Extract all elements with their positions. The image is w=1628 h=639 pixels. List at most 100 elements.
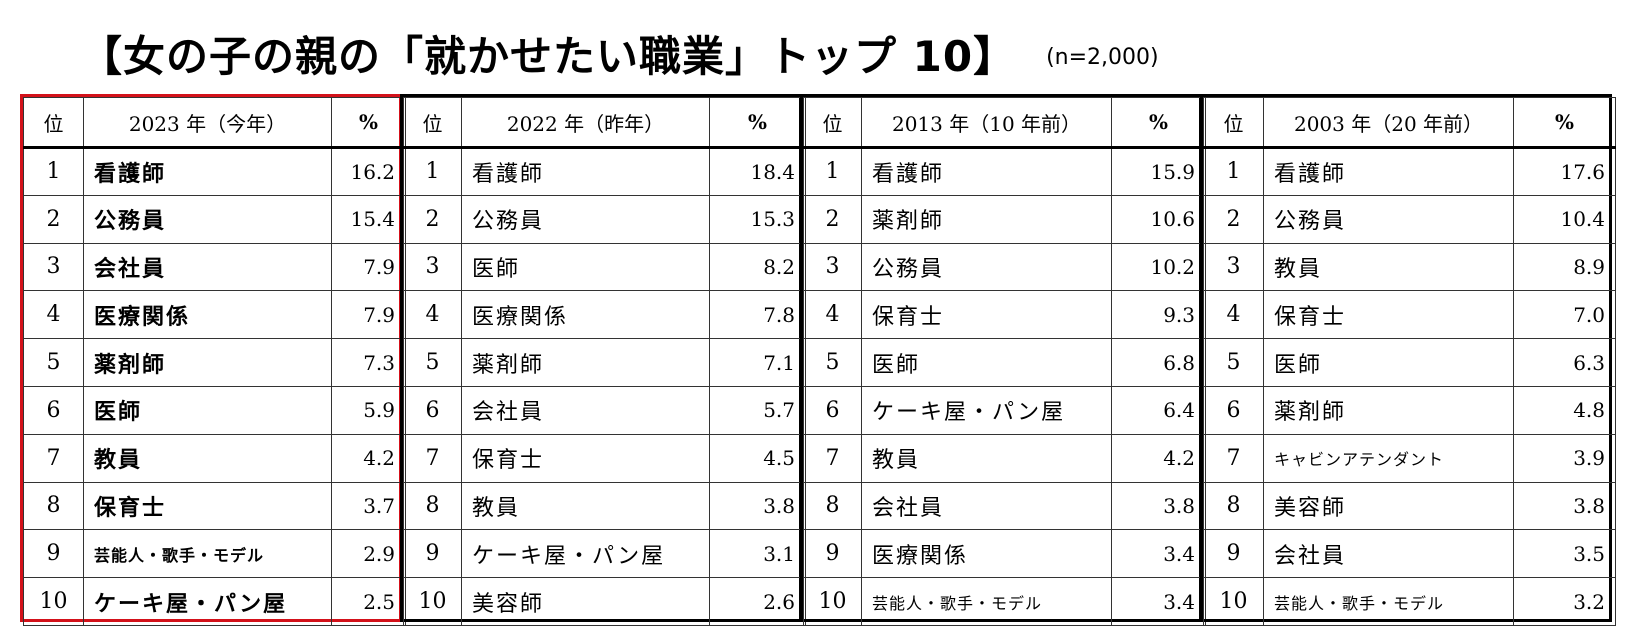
job-cell: 薬剤師 — [461, 338, 710, 387]
percent-cell: 3.9 — [1513, 433, 1616, 483]
table-row: 9 会社員 3.5 — [1203, 529, 1616, 579]
table-row: 2 公務員 15.4 — [23, 194, 406, 244]
percent-cell: 3.8 — [709, 481, 806, 531]
table-row: 6 ケーキ屋・パン屋 6.4 — [803, 385, 1206, 435]
job-cell: ケーキ屋・パン屋 — [861, 385, 1112, 435]
table-row: 6 医師 5.9 — [23, 385, 406, 435]
percent-cell: 4.8 — [1513, 385, 1616, 435]
percent-cell: 3.4 — [1111, 577, 1206, 626]
rank-cell: 7 — [803, 433, 862, 483]
table-row: 3 教員 8.9 — [1203, 242, 1616, 292]
table-2023: 位 2023 年（今年）% 1 看護師 16.2 2 公務員 15.4 3 会社員 7.9 4 医療関係… — [20, 94, 406, 626]
job-cell: 芸能人・歌手・モデル — [83, 529, 332, 579]
table-row: 4 医療関係 7.9 — [23, 290, 406, 340]
percent-cell: 3.1 — [709, 529, 806, 579]
sample-size: (n=2,000) — [1046, 44, 1159, 70]
rank-header: 位 — [1203, 97, 1264, 149]
percent-cell: 4.2 — [331, 433, 406, 483]
rank-cell: 4 — [23, 290, 84, 340]
year-header: 2013 年（10 年前） — [861, 97, 1112, 149]
job-cell: 教員 — [83, 433, 332, 483]
ranking-table: 位 2013 年（10 年前）% 1 看護師 15.9 2 薬剤師 10.6 3 公務員 10.2 4… — [803, 97, 1206, 626]
page-title: 【女の子の親の「就かせたい職業」トップ 10】 — [80, 31, 1017, 81]
job-cell: 美容師 — [461, 577, 710, 626]
percent-cell: 16.2 — [331, 147, 406, 196]
job-cell: 医師 — [1263, 338, 1514, 387]
job-cell: 薬剤師 — [83, 338, 332, 387]
percent-cell: 3.8 — [1513, 481, 1616, 531]
rank-cell: 2 — [803, 194, 862, 244]
job-cell: 薬剤師 — [1263, 385, 1514, 435]
table-row: 8 会社員 3.8 — [803, 481, 1206, 531]
table-row: 1 看護師 17.6 — [1203, 147, 1616, 196]
percent-header: % — [1111, 97, 1206, 149]
rank-cell: 2 — [1203, 194, 1264, 244]
percent-cell: 10.4 — [1513, 194, 1616, 244]
job-cell: 公務員 — [461, 194, 710, 244]
table-row: 10 ケーキ屋・パン屋 2.5 — [23, 577, 406, 626]
table-row: 1 看護師 16.2 — [23, 147, 406, 196]
table-row: 10 芸能人・歌手・モデル 3.2 — [1203, 577, 1616, 626]
table-2003: 位 2003 年（20 年前）% 1 看護師 17.6 2 公務員 10.4 3 教員 8.9 4 保育… — [1200, 94, 1616, 626]
table-row: 2 薬剤師 10.6 — [803, 194, 1206, 244]
rank-cell: 10 — [1203, 577, 1264, 626]
percent-cell: 4.2 — [1111, 433, 1206, 483]
job-cell: 美容師 — [1263, 481, 1514, 531]
percent-cell: 15.9 — [1111, 147, 1206, 196]
job-cell: キャビンアテンダント — [1263, 433, 1514, 483]
percent-header: % — [709, 97, 806, 149]
job-cell: 看護師 — [83, 147, 332, 196]
table-row: 3 医師 8.2 — [403, 242, 806, 292]
table-row: 8 美容師 3.8 — [1203, 481, 1616, 531]
job-cell: 公務員 — [83, 194, 332, 244]
ranking-tables: 位 2023 年（今年）% 1 看護師 16.2 2 公務員 15.4 3 会社員 7.9 4 医療関係… — [20, 94, 1616, 626]
percent-cell: 2.9 — [331, 529, 406, 579]
rank-cell: 7 — [23, 433, 84, 483]
percent-cell: 15.4 — [331, 194, 406, 244]
percent-cell: 6.3 — [1513, 338, 1616, 387]
rank-cell: 10 — [803, 577, 862, 626]
percent-cell: 3.4 — [1111, 529, 1206, 579]
job-cell: 教員 — [1263, 242, 1514, 292]
rank-cell: 3 — [803, 242, 862, 292]
percent-header: % — [1513, 97, 1616, 149]
rank-cell: 1 — [1203, 147, 1264, 196]
table-row: 9 医療関係 3.4 — [803, 529, 1206, 579]
table-2013: 位 2013 年（10 年前）% 1 看護師 15.9 2 薬剤師 10.6 3 公務員 10.2 4… — [800, 94, 1206, 626]
job-cell: 保育士 — [1263, 290, 1514, 340]
percent-cell: 7.0 — [1513, 290, 1616, 340]
job-cell: 医療関係 — [461, 290, 710, 340]
percent-cell: 9.3 — [1111, 290, 1206, 340]
rank-header: 位 — [403, 97, 462, 149]
table-row: 7 保育士 4.5 — [403, 433, 806, 483]
table-row: 2 公務員 15.3 — [403, 194, 806, 244]
percent-cell: 2.5 — [331, 577, 406, 626]
ranking-table: 位 2003 年（20 年前）% 1 看護師 17.6 2 公務員 10.4 3 教員 8.9 4 保育… — [1203, 97, 1616, 626]
table-row: 5 医師 6.8 — [803, 338, 1206, 387]
percent-cell: 7.1 — [709, 338, 806, 387]
percent-cell: 6.8 — [1111, 338, 1206, 387]
percent-cell: 7.9 — [331, 242, 406, 292]
rank-cell: 2 — [23, 194, 84, 244]
rank-header: 位 — [803, 97, 862, 149]
percent-cell: 17.6 — [1513, 147, 1616, 196]
year-header: 2023 年（今年） — [83, 97, 332, 149]
job-cell: 教員 — [461, 481, 710, 531]
rank-cell: 3 — [23, 242, 84, 292]
job-cell: 保育士 — [461, 433, 710, 483]
rank-cell: 6 — [1203, 385, 1264, 435]
rank-cell: 1 — [23, 147, 84, 196]
table-2022: 位 2022 年（昨年）% 1 看護師 18.4 2 公務員 15.3 3 医師 8.2 4 医療関係 7… — [400, 94, 806, 626]
percent-cell: 7.8 — [709, 290, 806, 340]
table-row: 1 看護師 15.9 — [803, 147, 1206, 196]
rank-cell: 10 — [23, 577, 84, 626]
rank-cell: 5 — [803, 338, 862, 387]
percent-cell: 10.2 — [1111, 242, 1206, 292]
job-cell: 芸能人・歌手・モデル — [861, 577, 1112, 626]
job-cell: 教員 — [861, 433, 1112, 483]
job-cell: 医療関係 — [83, 290, 332, 340]
percent-cell: 10.6 — [1111, 194, 1206, 244]
table-row: 2 公務員 10.4 — [1203, 194, 1616, 244]
table-header-row: 位 2013 年（10 年前）% — [803, 97, 1206, 149]
rank-cell: 7 — [403, 433, 462, 483]
